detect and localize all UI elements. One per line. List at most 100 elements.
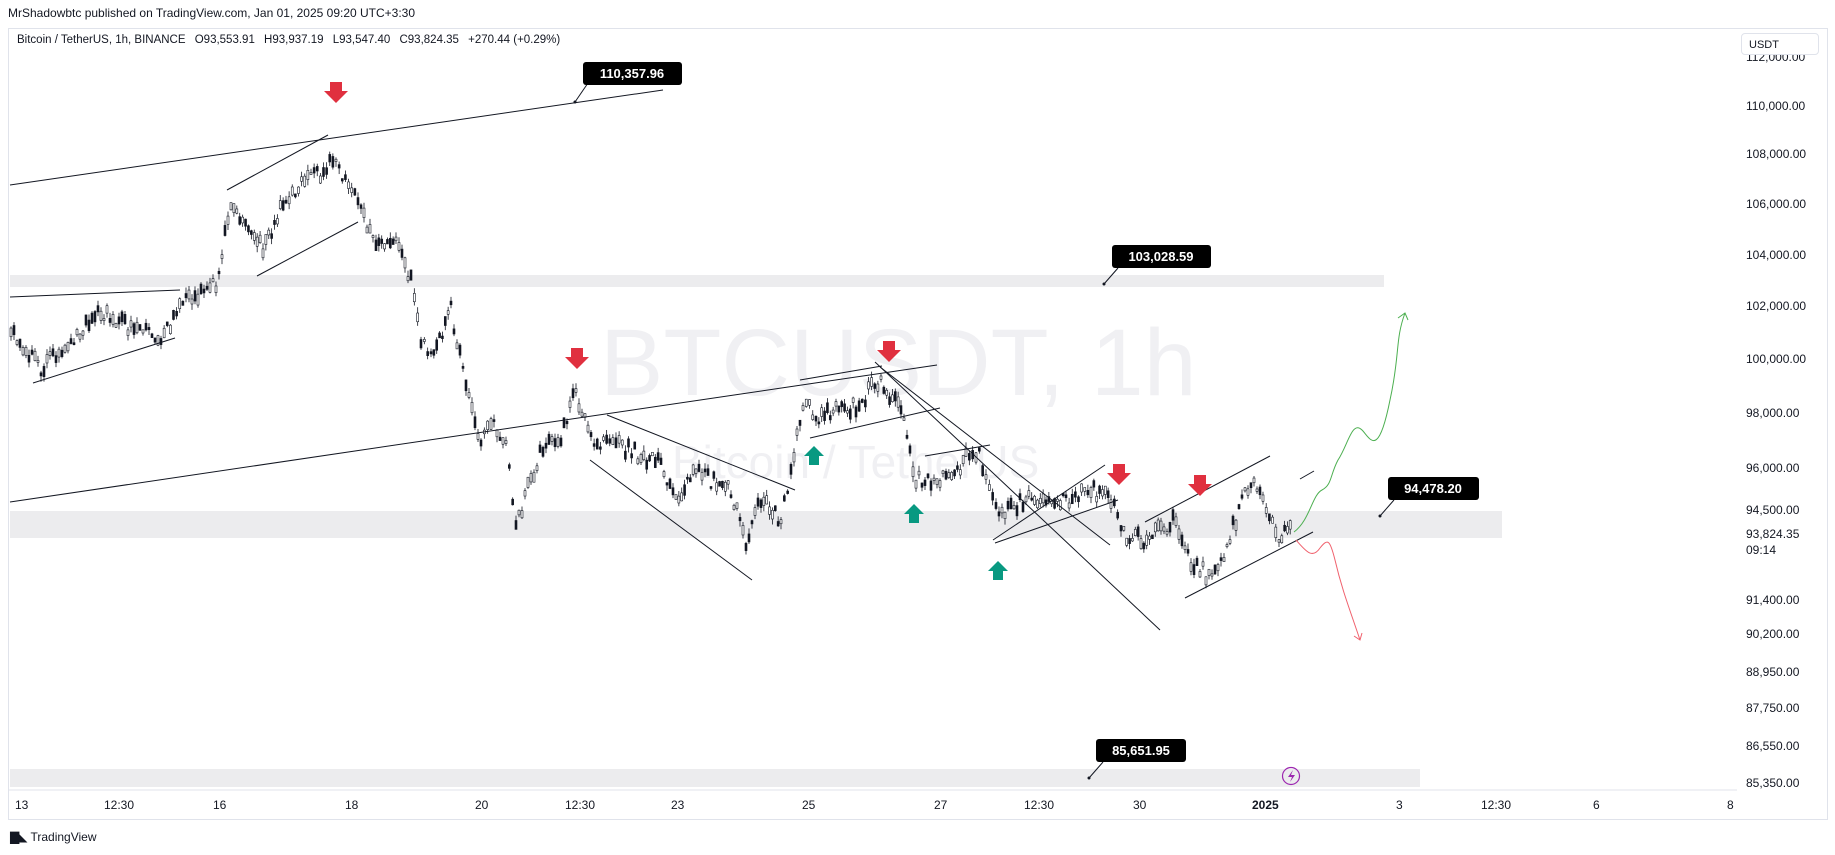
callout-103028[interactable]: 103,028.59 (1102, 245, 1212, 286)
candle-body (1268, 513, 1271, 522)
down-arrow-icon (1188, 475, 1212, 496)
candle-body (1044, 499, 1048, 506)
candle-body (267, 229, 271, 236)
candle-body (648, 455, 651, 462)
price-axis[interactable]: 112,000.00110,000.00108,000.00106,000.00… (1746, 50, 1806, 790)
candle-body (96, 305, 100, 313)
candle-body (87, 319, 91, 332)
tradingview-brand[interactable]: ▇◣ TradingView (10, 830, 97, 844)
trend-lines[interactable] (9, 89, 1315, 631)
candle-body (834, 401, 838, 407)
candle-body (848, 408, 852, 420)
candle-body (671, 487, 675, 496)
candle-body (21, 347, 25, 356)
time-axis-label: 18 (345, 798, 359, 812)
candle-body (997, 511, 1001, 517)
final-flag-top (1144, 455, 1271, 523)
candle-body (1036, 499, 1039, 509)
callout-94478[interactable]: 94,478.20 (1378, 477, 1480, 518)
candle-body (605, 434, 608, 444)
callout-110357[interactable]: 110,357.96 (573, 62, 683, 104)
candle-body (750, 520, 754, 525)
candle-body (223, 225, 227, 236)
candle-body (1210, 573, 1214, 577)
candle-body (75, 329, 79, 336)
candle-body (947, 472, 951, 478)
candle-body (297, 186, 300, 194)
callout-85651[interactable]: 85,651.95 (1087, 739, 1187, 780)
candle-body (99, 310, 103, 321)
candle-body (217, 270, 221, 275)
candle-body (541, 446, 545, 457)
candle-body (565, 420, 569, 425)
candle-body (1101, 489, 1104, 497)
candle-body (553, 438, 557, 448)
candle-body (1255, 488, 1259, 492)
candle-body (867, 381, 870, 390)
candle-body (208, 282, 212, 293)
candle-body (508, 464, 511, 469)
candle-body (941, 470, 945, 475)
candle-body (319, 175, 322, 184)
price-axis-label: 88,950.00 (1746, 665, 1800, 679)
candle-body (882, 386, 886, 394)
time-axis-label: 20 (475, 798, 489, 812)
candle-body (1089, 487, 1093, 498)
candle-body (1207, 568, 1211, 576)
candle-body (172, 310, 175, 320)
candle-body (135, 321, 139, 334)
candle-body (102, 318, 106, 321)
candle-body (1151, 534, 1154, 540)
candle-body (789, 464, 793, 475)
change-value: +270.44 (+0.29%) (468, 34, 561, 46)
candle-body (938, 480, 942, 488)
candle-body (141, 329, 145, 334)
candle-body (1186, 549, 1190, 554)
candle-body (1277, 539, 1281, 543)
candle-body (108, 318, 112, 323)
bearish-projection (1295, 539, 1361, 641)
candle-body (899, 405, 903, 415)
candle-body (138, 324, 142, 331)
candle-body (435, 339, 439, 351)
candle-body (662, 471, 666, 477)
candle-body (78, 333, 82, 340)
candle-body (688, 477, 692, 483)
candle-body (380, 238, 384, 244)
candle-body (315, 166, 319, 172)
candle-body (808, 399, 811, 406)
candle-body (356, 197, 360, 206)
candle-body (571, 388, 575, 399)
time-axis[interactable]: 13 12:30 16 18 20 12:30 23 25 27 12:30 30 2025 3 12:3… (15, 798, 1734, 812)
candle-body (156, 335, 160, 346)
candle-body (276, 218, 279, 225)
candle-body (559, 437, 563, 447)
candle-body (1086, 489, 1090, 496)
flag-top-3 (924, 444, 991, 457)
low-value: L93,547.40 (332, 34, 391, 46)
candle-body (347, 181, 350, 189)
symbol-name: Bitcoin / TetherUS, 1h, BINANCE (17, 34, 186, 46)
candle-body (639, 454, 643, 463)
time-axis-label: 8 (1727, 798, 1734, 812)
up-arrow-icon (904, 504, 924, 523)
candle-body (1180, 534, 1184, 547)
long-trendline (9, 364, 938, 503)
candle-body (706, 468, 710, 476)
time-axis-label: 12:30 (1481, 798, 1511, 812)
candle-body (729, 494, 733, 498)
candle-body (891, 394, 894, 403)
candle-body (1174, 516, 1178, 526)
flag-cap (1299, 470, 1315, 480)
candle-body (929, 480, 933, 491)
candle-body (1113, 498, 1116, 507)
candle-body (659, 457, 663, 465)
price-axis-label: 102,000.00 (1746, 299, 1806, 313)
channel-lower-line (874, 361, 1161, 631)
lightning-icon[interactable] (1281, 766, 1301, 786)
candle-body (1018, 493, 1022, 501)
candle-body (1234, 519, 1238, 531)
currency-selector[interactable]: USDT (1741, 33, 1819, 55)
candle-body (270, 233, 273, 239)
